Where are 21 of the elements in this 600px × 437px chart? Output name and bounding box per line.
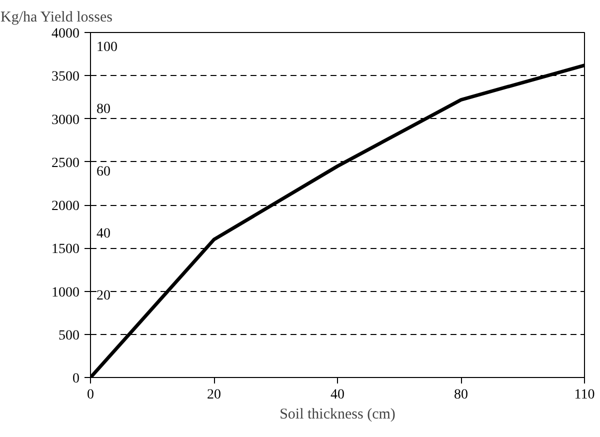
y-tick-label: 3500 [52, 70, 80, 85]
y-tick-label: 0 [72, 372, 80, 386]
y-tick-label: 1500 [52, 242, 80, 258]
y-tick-label: 2500 [52, 156, 80, 171]
y-tick-label: 3000 [52, 112, 80, 128]
x-tick-label: 80 [454, 388, 468, 402]
x-tick-label: 20 [207, 388, 221, 402]
annotation: 100 [96, 40, 118, 56]
y-tick-label: 500 [58, 328, 80, 344]
annotation: 80 [96, 102, 110, 118]
x-axis-title: Soil thickness (cm) [280, 406, 396, 422]
y-tick-label: 4000 [52, 26, 80, 42]
y-tick-label: 1000 [52, 285, 80, 300]
x-tick-label: 0 [87, 388, 94, 402]
x-tick-label: 40 [330, 388, 344, 402]
annotation: 60 [96, 164, 110, 180]
annotation: 20 [96, 288, 110, 304]
y-axis-title: Kg/ha Yield losses [0, 10, 113, 26]
annotation: 40 [96, 226, 110, 242]
y-tick-label: 2000 [52, 199, 80, 214]
x-tick-label: 110 [574, 388, 595, 402]
